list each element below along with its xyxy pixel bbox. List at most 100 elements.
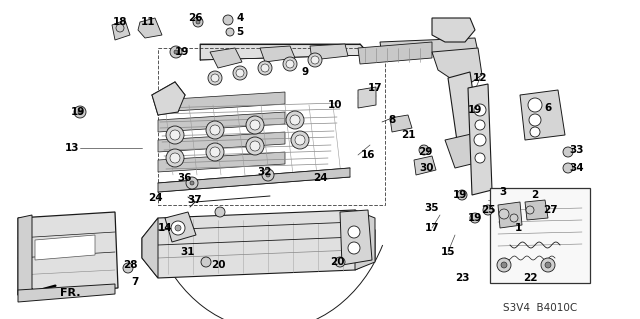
Polygon shape bbox=[310, 44, 348, 60]
Text: 4: 4 bbox=[236, 13, 244, 23]
Circle shape bbox=[526, 206, 534, 214]
Text: 15: 15 bbox=[441, 247, 455, 257]
Circle shape bbox=[215, 207, 225, 217]
Polygon shape bbox=[18, 284, 115, 302]
Circle shape bbox=[510, 214, 518, 222]
Circle shape bbox=[166, 149, 184, 167]
Circle shape bbox=[483, 205, 493, 215]
Circle shape bbox=[211, 74, 219, 82]
Text: 27: 27 bbox=[543, 205, 557, 215]
Circle shape bbox=[419, 145, 429, 155]
Text: 19: 19 bbox=[71, 107, 85, 117]
Circle shape bbox=[266, 173, 270, 177]
Polygon shape bbox=[260, 46, 295, 62]
Polygon shape bbox=[158, 168, 350, 192]
Circle shape bbox=[171, 221, 185, 235]
Text: 31: 31 bbox=[180, 247, 195, 257]
Text: 2: 2 bbox=[531, 190, 539, 200]
Circle shape bbox=[236, 69, 244, 77]
Polygon shape bbox=[358, 42, 432, 64]
Circle shape bbox=[335, 257, 345, 267]
Circle shape bbox=[258, 61, 272, 75]
Text: 14: 14 bbox=[157, 223, 172, 233]
Circle shape bbox=[563, 147, 573, 157]
Text: 19: 19 bbox=[453, 190, 467, 200]
Text: 20: 20 bbox=[330, 257, 344, 267]
Circle shape bbox=[499, 209, 509, 219]
Text: 33: 33 bbox=[570, 145, 584, 155]
Polygon shape bbox=[158, 152, 285, 172]
Circle shape bbox=[166, 126, 184, 144]
Text: 18: 18 bbox=[113, 17, 127, 27]
Polygon shape bbox=[35, 235, 95, 260]
Text: 29: 29 bbox=[418, 147, 432, 157]
Polygon shape bbox=[525, 200, 548, 220]
Text: 30: 30 bbox=[420, 163, 435, 173]
Bar bbox=[490, 188, 590, 283]
Polygon shape bbox=[432, 18, 475, 42]
Circle shape bbox=[291, 131, 309, 149]
Polygon shape bbox=[138, 18, 162, 38]
Circle shape bbox=[246, 137, 264, 155]
Text: 5: 5 bbox=[236, 27, 244, 37]
Circle shape bbox=[116, 24, 124, 32]
Text: 12: 12 bbox=[473, 73, 487, 83]
Polygon shape bbox=[142, 210, 375, 278]
Circle shape bbox=[283, 57, 297, 71]
Circle shape bbox=[475, 153, 485, 163]
Text: 19: 19 bbox=[468, 105, 482, 115]
Polygon shape bbox=[468, 84, 492, 195]
Polygon shape bbox=[18, 212, 118, 295]
Polygon shape bbox=[210, 48, 242, 68]
Circle shape bbox=[170, 46, 182, 58]
Circle shape bbox=[210, 125, 220, 135]
Polygon shape bbox=[390, 115, 412, 132]
Polygon shape bbox=[448, 72, 480, 148]
Circle shape bbox=[78, 110, 82, 114]
Text: 23: 23 bbox=[455, 273, 469, 283]
Polygon shape bbox=[355, 210, 375, 270]
Circle shape bbox=[529, 114, 541, 126]
Polygon shape bbox=[200, 44, 370, 60]
Text: 16: 16 bbox=[361, 150, 375, 160]
Circle shape bbox=[206, 121, 224, 139]
Text: 32: 32 bbox=[258, 167, 272, 177]
Polygon shape bbox=[445, 132, 488, 168]
Circle shape bbox=[206, 143, 224, 161]
Text: 6: 6 bbox=[545, 103, 552, 113]
Circle shape bbox=[475, 120, 485, 130]
Text: 24: 24 bbox=[148, 193, 163, 203]
Circle shape bbox=[541, 258, 555, 272]
Polygon shape bbox=[498, 202, 522, 228]
Bar bbox=[158, 48, 385, 205]
Circle shape bbox=[563, 163, 573, 173]
Circle shape bbox=[226, 28, 234, 36]
Circle shape bbox=[501, 262, 507, 268]
Text: 26: 26 bbox=[188, 13, 202, 23]
Circle shape bbox=[311, 56, 319, 64]
Circle shape bbox=[348, 242, 360, 254]
Circle shape bbox=[308, 53, 322, 67]
Polygon shape bbox=[18, 215, 32, 295]
Text: 24: 24 bbox=[313, 173, 327, 183]
Circle shape bbox=[190, 181, 194, 185]
Text: 8: 8 bbox=[388, 115, 396, 125]
Polygon shape bbox=[432, 48, 482, 82]
Circle shape bbox=[246, 116, 264, 134]
Text: 11: 11 bbox=[141, 17, 156, 27]
Circle shape bbox=[196, 20, 200, 24]
Circle shape bbox=[208, 71, 222, 85]
Polygon shape bbox=[112, 20, 130, 40]
Text: 19: 19 bbox=[468, 213, 482, 223]
Polygon shape bbox=[152, 82, 185, 115]
Text: 3: 3 bbox=[499, 187, 507, 197]
Text: 19: 19 bbox=[175, 47, 189, 57]
Circle shape bbox=[457, 190, 467, 200]
Text: 34: 34 bbox=[570, 163, 584, 173]
Text: 35: 35 bbox=[425, 203, 439, 213]
Text: 13: 13 bbox=[65, 143, 79, 153]
Circle shape bbox=[348, 226, 360, 238]
Circle shape bbox=[175, 225, 181, 231]
Circle shape bbox=[295, 135, 305, 145]
Circle shape bbox=[193, 17, 203, 27]
